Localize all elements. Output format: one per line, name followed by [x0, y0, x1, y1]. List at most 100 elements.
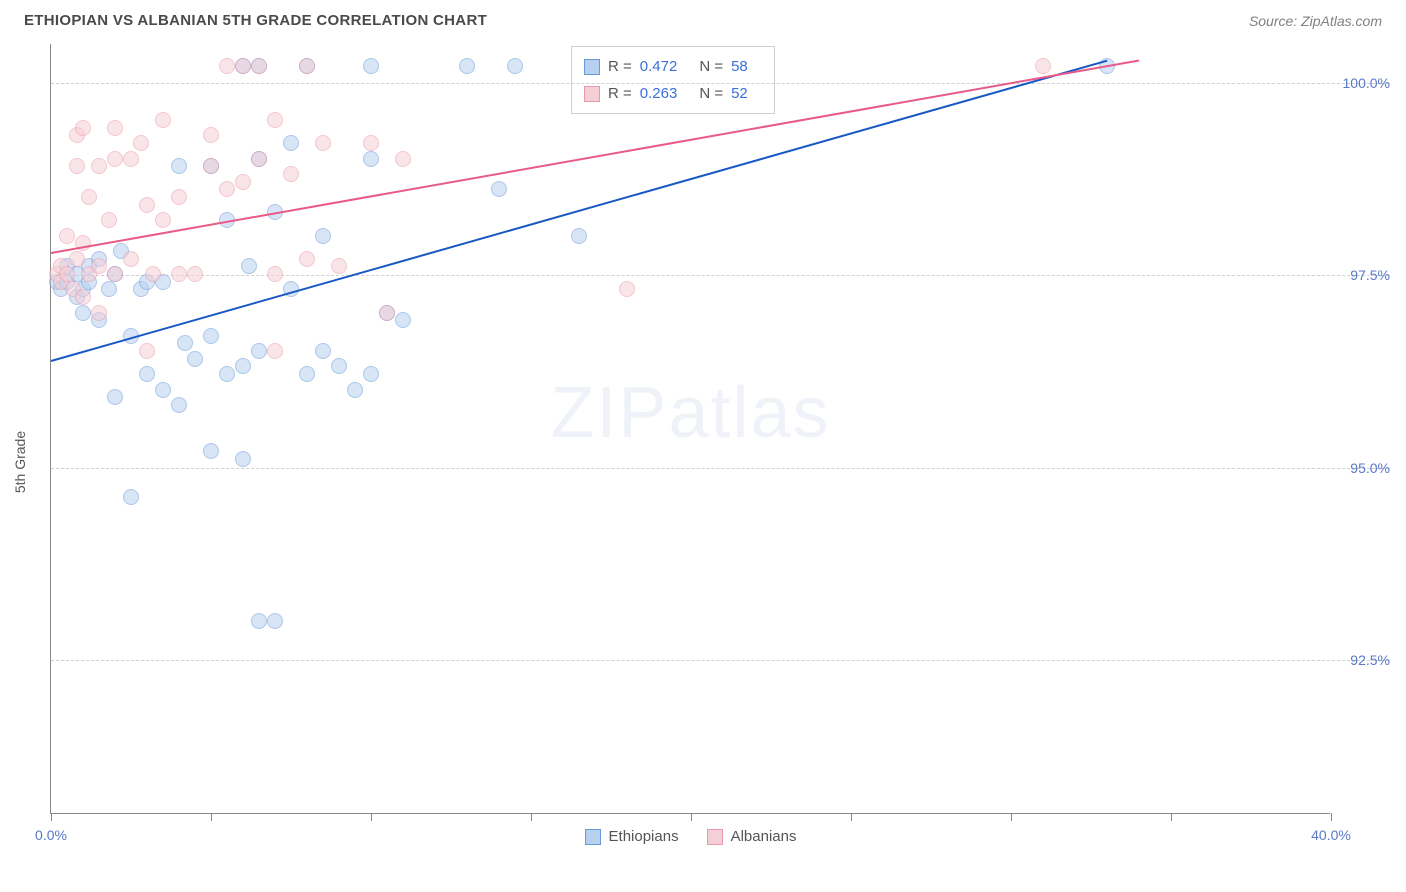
scatter-point	[91, 305, 107, 321]
scatter-point	[69, 158, 85, 174]
scatter-point	[75, 289, 91, 305]
scatter-point	[331, 358, 347, 374]
bottom-legend-swatch-2	[707, 829, 723, 845]
scatter-point	[133, 135, 149, 151]
chart-title: ETHIOPIAN VS ALBANIAN 5TH GRADE CORRELAT…	[24, 12, 487, 29]
scatter-point	[619, 281, 635, 297]
legend-n-label-2: N =	[699, 80, 723, 107]
bottom-legend-swatch-1	[585, 829, 601, 845]
scatter-point	[171, 158, 187, 174]
scatter-point	[395, 151, 411, 167]
scatter-point	[235, 174, 251, 190]
gridline-h	[51, 275, 1390, 276]
plot-area: ZIPatlas R = 0.472 N = 58 R = 0.263 N = …	[50, 44, 1330, 814]
scatter-point	[203, 443, 219, 459]
scatter-point	[251, 151, 267, 167]
scatter-point	[491, 181, 507, 197]
scatter-point	[107, 151, 123, 167]
legend-r-label-2: R =	[608, 80, 632, 107]
scatter-point	[203, 328, 219, 344]
x-tick	[1011, 813, 1012, 821]
scatter-point	[507, 58, 523, 74]
y-tick-label: 95.0%	[1350, 460, 1390, 476]
scatter-point	[315, 343, 331, 359]
legend-row-2: R = 0.263 N = 52	[584, 80, 762, 107]
scatter-point	[267, 343, 283, 359]
x-tick	[371, 813, 372, 821]
legend-swatch-2	[584, 86, 600, 102]
bottom-legend: Ethiopians Albanians	[585, 828, 797, 845]
scatter-point	[139, 343, 155, 359]
scatter-point	[91, 258, 107, 274]
scatter-point	[203, 127, 219, 143]
scatter-point	[145, 266, 161, 282]
scatter-point	[75, 305, 91, 321]
watermark: ZIPatlas	[550, 372, 830, 454]
scatter-point	[235, 358, 251, 374]
legend-n-label-1: N =	[699, 53, 723, 80]
scatter-point	[123, 251, 139, 267]
scatter-point	[299, 251, 315, 267]
legend-n-value-1: 58	[731, 53, 748, 80]
scatter-point	[139, 366, 155, 382]
legend-r-value-1: 0.472	[640, 53, 678, 80]
scatter-point	[363, 151, 379, 167]
scatter-point	[177, 335, 193, 351]
scatter-point	[219, 366, 235, 382]
scatter-point	[395, 312, 411, 328]
legend-n-value-2: 52	[731, 80, 748, 107]
scatter-point	[123, 151, 139, 167]
scatter-point	[235, 58, 251, 74]
gridline-h	[51, 83, 1390, 84]
scatter-point	[123, 489, 139, 505]
scatter-point	[241, 258, 257, 274]
scatter-point	[379, 305, 395, 321]
chart-container: 5th Grade ZIPatlas R = 0.472 N = 58 R = …	[50, 44, 1390, 864]
gridline-h	[51, 468, 1390, 469]
y-tick-label: 97.5%	[1350, 267, 1390, 283]
y-tick-label: 100.0%	[1343, 75, 1390, 91]
scatter-point	[267, 112, 283, 128]
x-tick	[1331, 813, 1332, 821]
scatter-point	[251, 613, 267, 629]
scatter-point	[459, 58, 475, 74]
scatter-point	[203, 158, 219, 174]
scatter-point	[107, 120, 123, 136]
watermark-zip: ZIP	[550, 373, 668, 453]
scatter-point	[235, 451, 251, 467]
gridline-h	[51, 660, 1390, 661]
scatter-point	[283, 166, 299, 182]
scatter-point	[331, 258, 347, 274]
scatter-point	[107, 266, 123, 282]
scatter-point	[155, 112, 171, 128]
scatter-point	[283, 135, 299, 151]
scatter-point	[299, 366, 315, 382]
x-tick	[531, 813, 532, 821]
scatter-point	[187, 351, 203, 367]
scatter-point	[315, 135, 331, 151]
x-tick	[691, 813, 692, 821]
scatter-point	[75, 120, 91, 136]
scatter-point	[155, 382, 171, 398]
scatter-point	[219, 181, 235, 197]
scatter-point	[267, 266, 283, 282]
scatter-point	[81, 189, 97, 205]
source-attribution: Source: ZipAtlas.com	[1249, 13, 1382, 29]
bottom-legend-item-2: Albanians	[707, 828, 797, 845]
bottom-legend-label-2: Albanians	[731, 828, 797, 845]
scatter-point	[267, 613, 283, 629]
legend-swatch-1	[584, 59, 600, 75]
scatter-point	[347, 382, 363, 398]
x-tick	[51, 813, 52, 821]
legend-r-value-2: 0.263	[640, 80, 678, 107]
scatter-point	[571, 228, 587, 244]
scatter-point	[299, 58, 315, 74]
scatter-point	[187, 266, 203, 282]
scatter-point	[1035, 58, 1051, 74]
scatter-point	[139, 197, 155, 213]
scatter-point	[59, 228, 75, 244]
scatter-point	[171, 266, 187, 282]
scatter-point	[69, 251, 85, 267]
x-tick-label: 0.0%	[35, 827, 67, 843]
scatter-point	[107, 389, 123, 405]
